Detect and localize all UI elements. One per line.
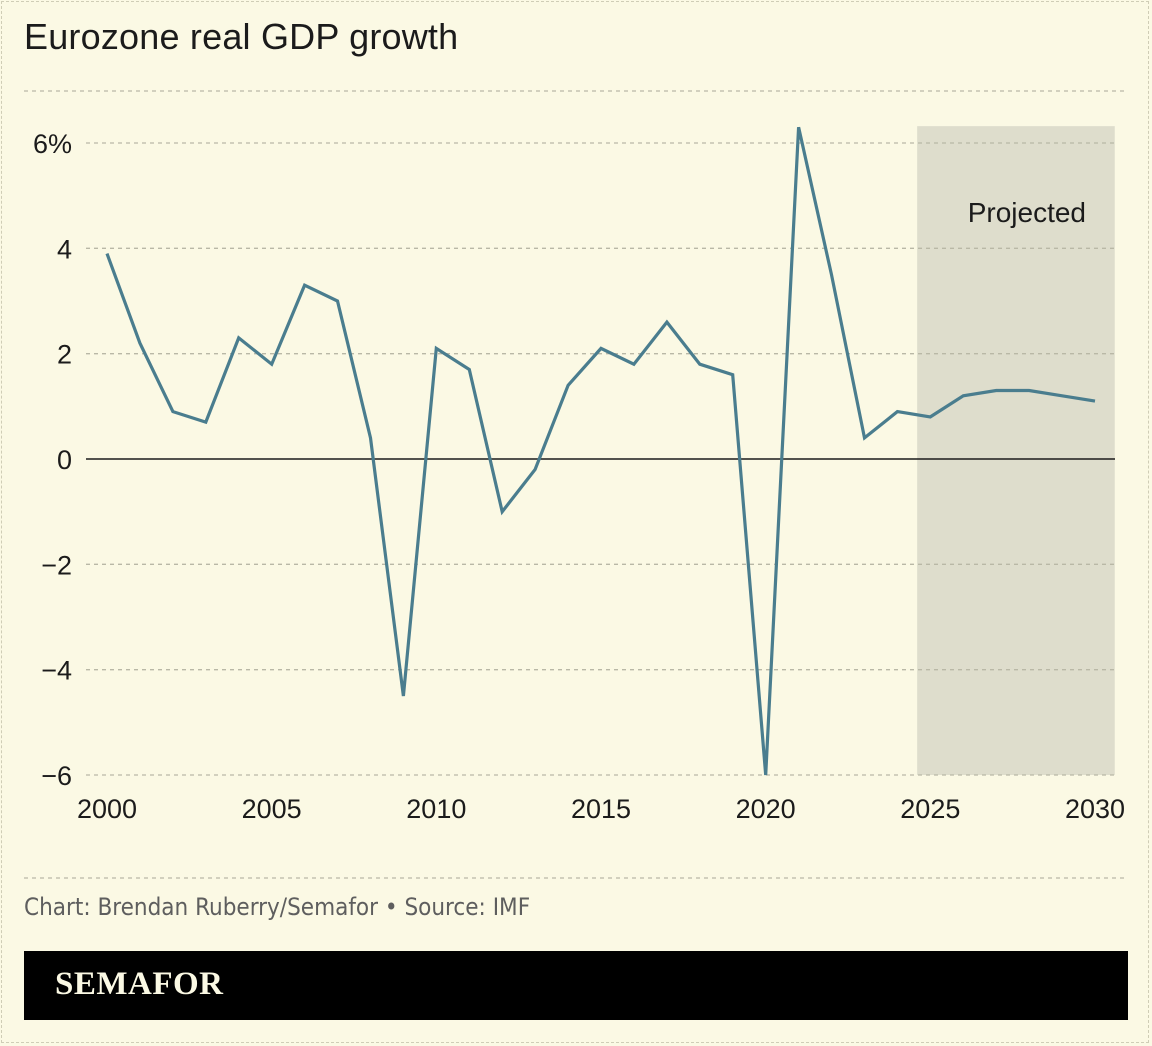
x-tick-label: 2025 [900, 794, 960, 824]
x-tick-label: 2010 [406, 794, 466, 824]
y-tick-label: 2 [57, 340, 72, 370]
brand-bar: SEMAFOR [24, 951, 1128, 1020]
chart-title: Eurozone real GDP growth [24, 16, 459, 57]
y-tick-label: 6% [33, 129, 72, 159]
x-tick-label: 2000 [77, 794, 137, 824]
gdp-growth-line [105, 126, 1096, 776]
y-tick-label: −6 [41, 761, 72, 791]
y-tick-label: −2 [41, 550, 72, 580]
projected-region [917, 126, 1115, 775]
brand-logo: SEMAFOR [55, 966, 224, 1002]
x-tick-label: 2015 [571, 794, 631, 824]
x-tick-label: 2005 [242, 794, 302, 824]
chart-credit: Chart: Brendan Ruberry/Semafor • Source:… [24, 893, 531, 921]
y-tick-label: −4 [41, 656, 72, 686]
y-tick-label: 4 [57, 234, 72, 264]
x-tick-label: 2020 [736, 794, 796, 824]
projected-label: Projected [968, 197, 1086, 228]
y-tick-label: 0 [57, 445, 72, 475]
x-tick-label: 2030 [1065, 794, 1125, 824]
